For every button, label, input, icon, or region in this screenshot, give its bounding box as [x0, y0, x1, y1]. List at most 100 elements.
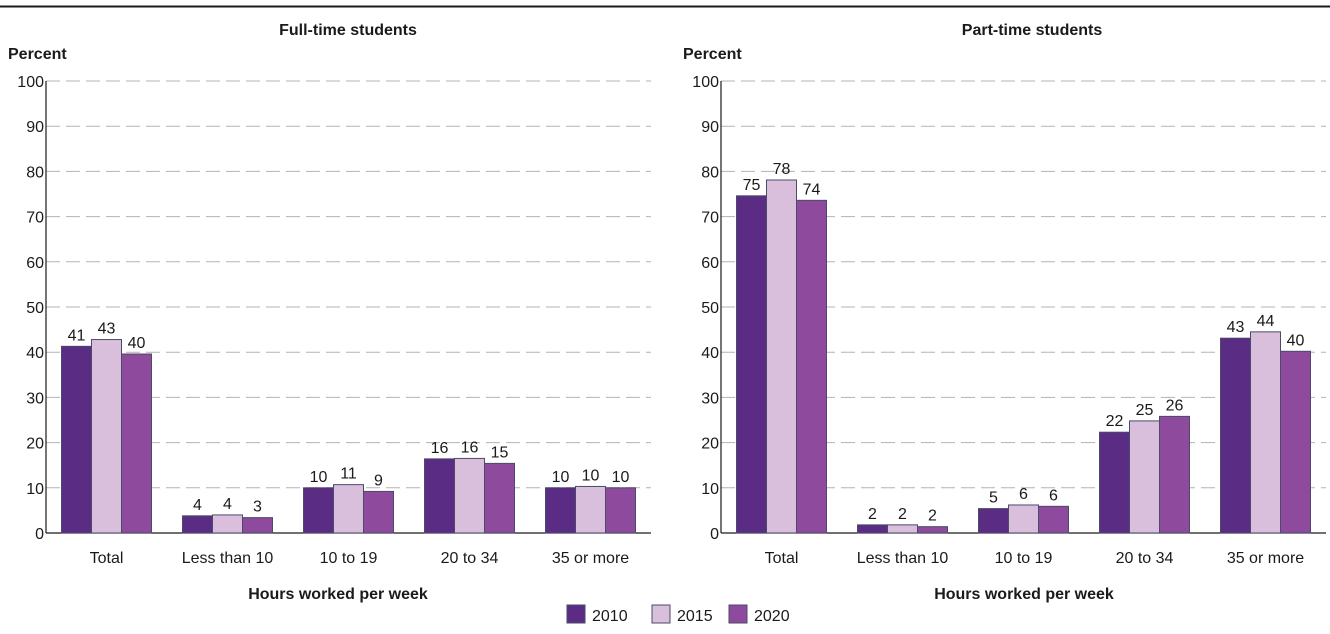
data-label: 4 [223, 496, 232, 513]
x-tick-label: 35 or more [552, 550, 629, 567]
chart-title: Full-time students [279, 22, 417, 39]
bar-2015 [1008, 504, 1039, 534]
data-label: 10 [612, 469, 630, 486]
bar-2015 [333, 484, 364, 534]
data-label: 40 [1287, 332, 1305, 349]
data-label: 10 [552, 469, 570, 486]
bar-2020 [796, 199, 827, 534]
bar-2010 [545, 487, 576, 534]
chart-title: Part-time students [962, 22, 1103, 39]
data-label: 15 [491, 444, 509, 461]
data-label: 4 [193, 497, 202, 514]
data-label: 74 [803, 181, 821, 198]
x-tick-label: Less than 10 [182, 550, 274, 567]
y-tick-label: 80 [26, 164, 44, 181]
y-tick-label: 40 [701, 345, 719, 362]
data-label: 43 [98, 321, 116, 338]
legend-swatch-2020 [728, 604, 748, 624]
y-tick-label: 10 [26, 481, 44, 498]
data-label: 16 [431, 440, 449, 457]
data-label: 2 [868, 506, 877, 523]
x-tick-label: 35 or more [1227, 550, 1304, 567]
y-tick-label: 30 [26, 390, 44, 407]
x-tick-label: Total [765, 550, 799, 567]
bar-2015 [766, 179, 797, 534]
data-label: 3 [253, 499, 262, 516]
data-label: 43 [1227, 319, 1245, 336]
bar-2010 [978, 508, 1009, 534]
y-tick-label: 50 [26, 300, 44, 317]
data-label: 2 [928, 508, 937, 525]
bar-2020 [1280, 350, 1311, 534]
y-tick-label: 50 [701, 300, 719, 317]
bar-2015 [575, 485, 606, 534]
y-tick-label: 10 [701, 481, 719, 498]
data-label: 44 [1257, 313, 1275, 330]
bar-2015 [212, 514, 243, 534]
y-tick-label: 70 [701, 210, 719, 227]
legend-swatch-2015 [651, 604, 671, 624]
y-tick-label: 40 [26, 345, 44, 362]
bar-2020 [484, 462, 515, 534]
bar-2020 [363, 490, 394, 534]
bar-2010 [736, 195, 767, 534]
data-label: 40 [128, 335, 146, 352]
data-label: 22 [1106, 413, 1124, 430]
y-tick-label: 0 [710, 526, 719, 543]
y-tick-label: 90 [26, 119, 44, 136]
data-label: 16 [461, 439, 479, 456]
x-tick-label: Less than 10 [857, 550, 949, 567]
bar-2020 [242, 517, 273, 534]
data-label: 5 [989, 490, 998, 507]
bar-2020 [1159, 415, 1190, 534]
bar-2010 [61, 345, 92, 534]
bar-2010 [857, 524, 888, 534]
data-label: 41 [68, 327, 86, 344]
bar-2015 [91, 339, 122, 534]
bar-2010 [1220, 337, 1251, 534]
y-tick-label: 20 [701, 436, 719, 453]
legend-swatch-2010 [566, 604, 586, 624]
bar-2010 [182, 515, 213, 534]
data-label: 10 [310, 469, 328, 486]
y-tick-label: 20 [26, 436, 44, 453]
bar-2010 [303, 487, 334, 534]
y-axis-label: Percent [8, 46, 67, 63]
bar-2020 [121, 353, 152, 534]
data-label: 6 [1019, 486, 1028, 503]
data-label: 75 [743, 177, 761, 194]
y-tick-label: 90 [701, 119, 719, 136]
bar-2010 [1099, 431, 1130, 534]
x-tick-label: Total [90, 550, 124, 567]
x-axis-label: Hours worked per week [934, 586, 1114, 603]
data-label: 11 [340, 466, 357, 483]
y-tick-label: 80 [701, 164, 719, 181]
data-label: 9 [374, 472, 383, 489]
legend-label: 2010 [592, 608, 628, 625]
bar-2020 [917, 526, 948, 534]
bar-2020 [1038, 505, 1069, 534]
bar-2010 [424, 458, 455, 534]
data-label: 26 [1166, 397, 1184, 414]
data-label: 78 [773, 161, 791, 178]
y-tick-label: 60 [26, 255, 44, 272]
bar-2015 [454, 457, 485, 534]
bar-2015 [1129, 420, 1160, 534]
y-tick-label: 30 [701, 390, 719, 407]
x-tick-label: 10 to 19 [995, 550, 1053, 567]
y-axis-label: Percent [683, 46, 742, 63]
x-axis-label: Hours worked per week [248, 586, 428, 603]
bar-2020 [605, 487, 636, 534]
x-tick-label: 20 to 34 [1116, 550, 1174, 567]
y-tick-label: 70 [26, 210, 44, 227]
x-tick-label: 20 to 34 [441, 550, 499, 567]
y-tick-label: 60 [701, 255, 719, 272]
y-tick-label: 100 [692, 74, 719, 91]
data-label: 25 [1136, 402, 1154, 419]
data-label: 6 [1049, 487, 1058, 504]
data-label: 10 [582, 467, 600, 484]
x-tick-label: 10 to 19 [320, 550, 378, 567]
bar-2015 [887, 524, 918, 534]
